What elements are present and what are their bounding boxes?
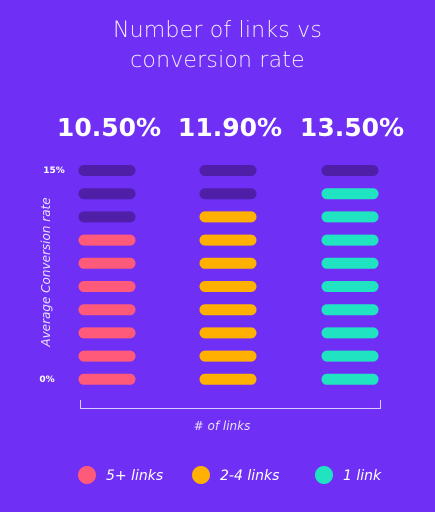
rate-label-1: 10.50% (57, 113, 161, 142)
bar-segment-filled (78, 304, 136, 316)
bar-segment-filled (78, 350, 136, 362)
y-tick-label-bottom: 0% (39, 375, 54, 385)
x-axis: # of links (80, 400, 381, 433)
legend: 5+ links 2-4 links 1 link (78, 466, 382, 484)
bar-segment-filled (78, 373, 136, 385)
bar-segment-filled (321, 257, 379, 269)
x-axis-bracket (80, 400, 381, 409)
bar-segment-filled (199, 281, 257, 292)
bar-segment-filled (199, 373, 257, 385)
bar-segment-filled (321, 350, 379, 362)
bar-segment-filled (321, 327, 379, 339)
chart-title-line-1: Number of links vs (112, 18, 322, 43)
bar-segment-empty (199, 188, 257, 200)
legend-item-2: 2-4 links (192, 466, 279, 484)
bar-column-2 (199, 165, 257, 385)
bar-segment-filled (321, 234, 379, 246)
bar-segment-empty (78, 165, 136, 176)
bar-segment-filled (78, 257, 136, 269)
bar-segment-filled (199, 304, 257, 316)
legend-swatch (315, 466, 333, 484)
bar-segment-filled (78, 234, 136, 246)
bar-segment-filled (321, 281, 379, 292)
y-tick-label-top: 15% (43, 166, 65, 176)
legend-label: 2-4 links (220, 468, 279, 484)
rate-label-2: 11.90% (178, 113, 282, 142)
bar-segment-filled (78, 327, 136, 339)
legend-label: 5+ links (106, 468, 163, 484)
chart-title-line-2: conversion rate (130, 48, 305, 73)
bar-segment-filled (199, 350, 257, 362)
bar-segment-filled (199, 327, 257, 339)
rate-labels: 10.50% 11.90% 13.50% (57, 113, 404, 142)
bar-segment-filled (321, 211, 379, 223)
y-axis-title: Average Conversion rate (39, 197, 53, 347)
bar-segment-empty (321, 165, 379, 176)
bar-segment-filled (321, 373, 379, 385)
bar-segment-filled (321, 188, 379, 200)
bar-segment-filled (321, 304, 379, 316)
legend-item-1: 5+ links (78, 466, 163, 484)
rate-label-3: 13.50% (300, 113, 404, 142)
legend-item-3: 1 link (315, 466, 382, 484)
bar-segment-empty (199, 165, 257, 176)
bar-segment-filled (199, 234, 257, 246)
bar-column-3 (321, 165, 379, 385)
y-axis: 15% 0% Average Conversion rate (39, 166, 65, 385)
chart-title: Number of links vs conversion rate (0, 16, 435, 76)
legend-label: 1 link (343, 468, 382, 484)
legend-swatch (192, 466, 210, 484)
x-axis-title: # of links (194, 419, 251, 433)
bar-segment-filled (199, 257, 257, 269)
legend-swatch (78, 466, 96, 484)
bar-segment-empty (78, 188, 136, 200)
bar-segment-filled (78, 281, 136, 292)
bar-segment-empty (78, 211, 136, 223)
bar-segment-filled (199, 211, 257, 223)
bar-columns (78, 165, 379, 385)
bar-column-1 (78, 165, 136, 385)
